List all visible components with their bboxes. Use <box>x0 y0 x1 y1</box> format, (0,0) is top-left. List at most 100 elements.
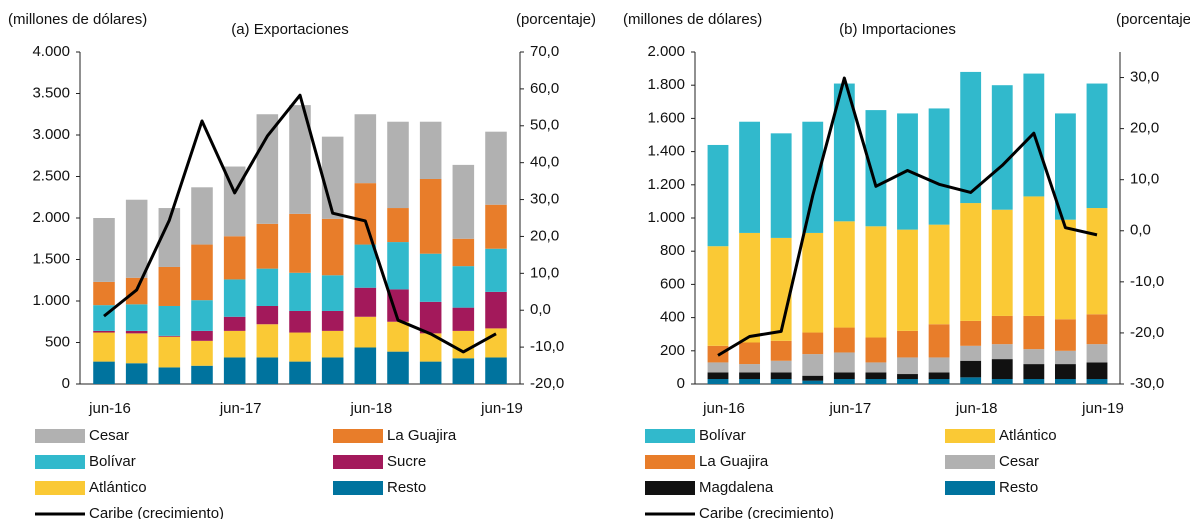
bar-segment <box>321 218 344 276</box>
bar-segment <box>1086 83 1108 209</box>
bar-segment <box>321 357 344 384</box>
bar-segment <box>770 360 792 373</box>
y2-tick-label: -20,0 <box>1130 324 1164 341</box>
bar-segment <box>289 272 311 311</box>
bar-segment <box>928 357 950 373</box>
bar-segment <box>991 359 1013 380</box>
bar-segment <box>1023 315 1045 350</box>
y-tick-label: 1.200 <box>647 176 685 193</box>
bar-segment <box>833 372 855 380</box>
legend-label: La Guajira <box>387 427 457 444</box>
bar-segment <box>256 268 279 306</box>
bar-segment <box>960 320 982 346</box>
legend-label: Sucre <box>387 453 426 470</box>
x-tick-label: jun-19 <box>480 400 523 417</box>
bar-segment <box>223 236 246 280</box>
bar-segment <box>354 316 377 348</box>
bar-segment <box>354 347 377 384</box>
bar-segment <box>256 223 279 269</box>
bar-segment <box>960 345 982 361</box>
bar-segment <box>1054 364 1076 380</box>
bar-segment <box>419 361 442 384</box>
bar-segment <box>93 330 115 333</box>
bar-segment <box>452 238 475 267</box>
y-axis-label: (millones de dólares) <box>8 11 147 28</box>
x-tick-label: jun-19 <box>1081 400 1124 417</box>
bar-segment <box>321 330 344 358</box>
bar-segment <box>419 333 442 362</box>
bar-segment <box>928 224 950 325</box>
y2-tick-label: 70,0 <box>530 43 559 60</box>
legend-label: Caribe (crecimiento) <box>699 505 834 519</box>
bar-segment <box>387 289 409 322</box>
bar-segment <box>928 324 950 358</box>
bar-segment <box>802 232 824 333</box>
bar-segment <box>707 362 729 373</box>
bar-segment <box>485 204 507 249</box>
legend-swatch <box>945 429 995 443</box>
y2-tick-label: 0,0 <box>1130 222 1151 239</box>
bar-segment <box>256 114 279 224</box>
bar-segment <box>158 336 181 368</box>
bar-segment <box>191 187 213 245</box>
legend-label: Magdalena <box>699 479 774 496</box>
bar-segment <box>289 310 311 333</box>
bar-segment <box>158 208 181 267</box>
bar-segment <box>321 310 344 331</box>
legend-label: Caribe (crecimiento) <box>89 505 224 519</box>
bar-segment <box>191 244 213 301</box>
bar-segment <box>223 316 246 331</box>
bar-segment <box>1086 314 1108 345</box>
bar-segment <box>125 363 148 384</box>
bar-segment <box>1023 364 1045 380</box>
bar-segment <box>256 305 279 325</box>
y2-axis-label: (porcentaje) <box>1116 11 1190 28</box>
bar-segment <box>833 83 855 222</box>
bar-segment <box>991 344 1013 360</box>
bar-segment <box>125 330 148 334</box>
bar-segment <box>452 307 475 331</box>
bar-segment <box>865 379 887 384</box>
bar-segment <box>960 71 982 204</box>
bar-segment <box>452 266 475 308</box>
legend-swatch <box>333 429 383 443</box>
y-tick-label: 0 <box>677 375 685 392</box>
chart-title: (b) Importaciones <box>839 21 956 38</box>
bar-segment <box>354 244 377 288</box>
legend-swatch <box>645 481 695 495</box>
bar-segment <box>991 209 1013 316</box>
bar-segment <box>419 121 442 179</box>
y2-tick-label: 40,0 <box>530 154 559 171</box>
bar-segment <box>897 229 918 331</box>
legend-label: Resto <box>387 479 426 496</box>
bar-segment <box>739 342 761 365</box>
bar-segment <box>739 372 761 380</box>
bar-segment <box>833 352 855 373</box>
bar-segment <box>928 108 950 225</box>
bar-segment <box>1054 219 1076 320</box>
bar-segment <box>387 121 409 209</box>
bar-segment <box>158 305 181 336</box>
y-tick-label: 3.500 <box>32 84 70 101</box>
legend-label: Atlántico <box>999 427 1057 444</box>
bar-segment <box>223 330 246 358</box>
bar-segment <box>485 291 507 329</box>
bar-segment <box>191 340 213 366</box>
y-tick-label: 1.500 <box>32 250 70 267</box>
bar-segment <box>289 213 311 273</box>
bar-segment <box>387 321 409 352</box>
y2-tick-label: 50,0 <box>530 117 559 134</box>
bar-segment <box>354 114 377 184</box>
bar-segment <box>802 121 824 233</box>
bar-segment <box>191 365 213 384</box>
bar-segment <box>452 358 475 384</box>
legend-label: La Guajira <box>699 453 769 470</box>
bar-segment <box>354 287 377 317</box>
bar-segment <box>1086 362 1108 380</box>
bar-segment <box>865 110 887 227</box>
bar-segment <box>125 199 148 278</box>
bar-segment <box>93 281 115 306</box>
bar-segment <box>256 357 279 384</box>
bar-segment <box>739 121 761 233</box>
y2-tick-label: -10,0 <box>530 338 564 355</box>
